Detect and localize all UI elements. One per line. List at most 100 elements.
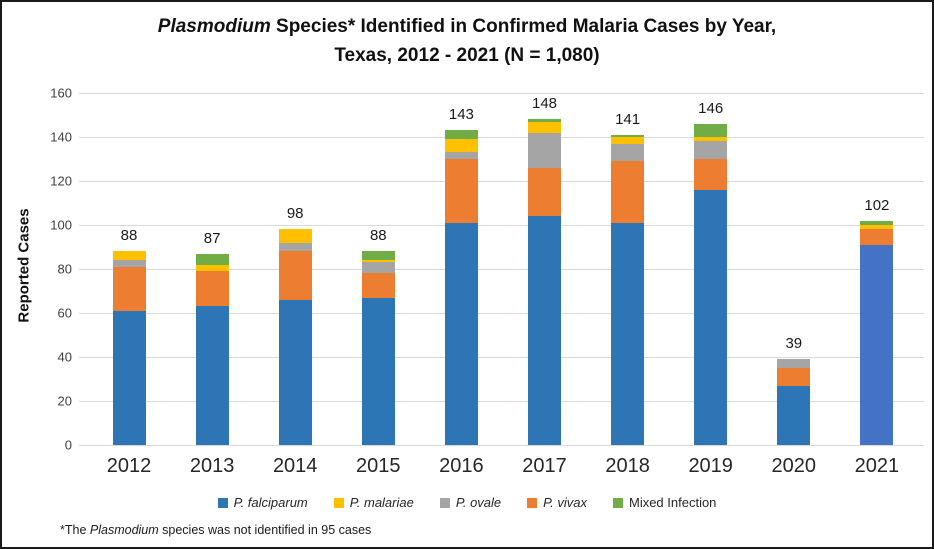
gridline-60 bbox=[79, 312, 924, 314]
chart-title-line2: Texas, 2012 - 2021 (N = 1,080) bbox=[334, 45, 600, 66]
chart-title: Plasmodium Species* Identified in Confir… bbox=[2, 12, 932, 70]
total-label-2018: 141 bbox=[615, 110, 641, 128]
plot-area: 0 20 40 60 80 100 120 140 160 88 2012 87 2013 98 2014 8… bbox=[50, 86, 924, 477]
bar-segment-p-vivax-2017 bbox=[528, 167, 561, 217]
bar-segment-p-falciparum-2017 bbox=[528, 216, 561, 445]
total-label-2015: 88 bbox=[369, 227, 387, 245]
bar-segment-p-malariae-2019 bbox=[694, 137, 728, 142]
bar-segment-p-vivax-2014 bbox=[278, 251, 312, 300]
bar-segment-p-ovale-2019 bbox=[694, 141, 728, 159]
legend: P. falciparum P. malariae P. ovale P. vivax… bbox=[2, 495, 932, 510]
y-tick-40: 40 bbox=[57, 349, 72, 365]
legend-label: Mixed Infection bbox=[628, 495, 717, 510]
total-label-2017: 148 bbox=[531, 95, 558, 113]
y-axis-title: Reported Cases bbox=[15, 208, 33, 323]
x-label-2014: 2014 bbox=[272, 455, 318, 477]
bar-segment-p-malariae-2017 bbox=[528, 121, 561, 133]
total-label-2012: 88 bbox=[120, 227, 138, 245]
bar-segment-p-ovale-2017 bbox=[528, 132, 561, 168]
footnote-italic-species: Plasmodium bbox=[89, 523, 159, 537]
bar-segment-mixed-infection-2017 bbox=[528, 119, 561, 122]
bar-segment-p-malariae-2012 bbox=[112, 251, 146, 261]
x-label-2017: 2017 bbox=[522, 455, 567, 477]
bar-segment-p-falciparum-2016 bbox=[444, 222, 478, 445]
bar-segment-p-malariae-2018 bbox=[611, 137, 645, 144]
bar-segment-mixed-infection-2013 bbox=[195, 253, 229, 265]
legend-swatch-icon bbox=[217, 497, 228, 508]
bar-segment-p-malariae-2013 bbox=[195, 264, 229, 272]
bar-segment-mixed-infection-2016 bbox=[444, 130, 478, 140]
gridline-100 bbox=[79, 224, 924, 226]
legend-item-p-falciparum: P. falciparum bbox=[217, 495, 308, 510]
footnote: *The Plasmodium species was not identifi… bbox=[60, 523, 372, 537]
bar-segment-p-falciparum-2015 bbox=[361, 297, 395, 445]
y-tick-80: 80 bbox=[57, 261, 72, 277]
total-label-2020: 39 bbox=[785, 335, 803, 353]
y-tick-0: 0 bbox=[64, 437, 72, 453]
bar-segment-p-ovale-2015 bbox=[361, 262, 395, 274]
bar-segment-p-falciparum-2021 bbox=[860, 244, 894, 445]
bar-segment-p-falciparum-2019 bbox=[694, 189, 728, 445]
bar-segment-mixed-infection-2019 bbox=[694, 123, 728, 137]
gridline-0 bbox=[79, 444, 924, 446]
legend-swatch-icon bbox=[527, 497, 538, 508]
gridline-80 bbox=[79, 268, 924, 270]
x-label-2013: 2013 bbox=[189, 455, 235, 477]
bar-segment-p-malariae-2014 bbox=[278, 229, 312, 243]
bar-segment-p-ovale-2012 bbox=[112, 260, 146, 267]
total-label-2013: 87 bbox=[203, 229, 221, 247]
legend-swatch-icon bbox=[439, 497, 450, 508]
legend-label: P. falciparum bbox=[233, 495, 308, 510]
bar-segment-p-vivax-2016 bbox=[444, 159, 478, 223]
gridline-40 bbox=[79, 356, 924, 358]
x-label-2012: 2012 bbox=[106, 455, 152, 477]
bar-segment-p-malariae-2016 bbox=[444, 139, 478, 153]
gridline-20 bbox=[79, 400, 924, 402]
bar-segment-p-falciparum-2013 bbox=[195, 306, 229, 445]
chart-title-line1: Plasmodium Species* Identified in Confir… bbox=[157, 16, 777, 37]
legend-item-p-vivax: P. vivax bbox=[527, 495, 587, 510]
bar-segment-p-falciparum-2018 bbox=[611, 222, 645, 445]
y-tick-100: 100 bbox=[50, 217, 72, 233]
bar-segment-p-falciparum-2020 bbox=[777, 385, 811, 445]
legend-item-mixed-infection: Mixed Infection bbox=[612, 495, 717, 510]
legend-item-p-malariae: P. malariae bbox=[333, 495, 414, 510]
y-tick-140: 140 bbox=[50, 129, 72, 145]
x-label-2021: 2021 bbox=[854, 455, 900, 477]
legend-label: P. vivax bbox=[543, 495, 587, 510]
bar-segment-p-malariae-2021 bbox=[860, 225, 894, 230]
gridline-140 bbox=[79, 136, 924, 138]
y-tick-120: 120 bbox=[50, 173, 72, 189]
x-label-2018: 2018 bbox=[605, 455, 650, 477]
legend-swatch-icon bbox=[333, 497, 344, 508]
gridline-160 bbox=[79, 92, 924, 94]
total-label-2019: 146 bbox=[698, 99, 724, 117]
legend-swatch-icon bbox=[612, 497, 623, 508]
bar-segment-p-malariae-2015 bbox=[361, 260, 395, 263]
bar-segment-mixed-infection-2018 bbox=[611, 134, 645, 137]
x-label-2016: 2016 bbox=[439, 455, 484, 477]
bar-segment-p-ovale-2020 bbox=[777, 359, 811, 368]
bar-segment-mixed-infection-2021 bbox=[860, 220, 894, 225]
total-label-2016: 143 bbox=[448, 106, 474, 124]
bar-segment-p-ovale-2016 bbox=[444, 152, 478, 159]
bar-segment-p-ovale-2014 bbox=[278, 242, 312, 252]
x-label-2015: 2015 bbox=[356, 455, 401, 477]
bar-segment-p-vivax-2021 bbox=[860, 229, 894, 245]
total-label-2021: 102 bbox=[864, 196, 890, 214]
bar-segment-p-falciparum-2012 bbox=[112, 310, 146, 445]
legend-label: P. malariae bbox=[349, 495, 414, 510]
bar-segment-p-vivax-2020 bbox=[777, 368, 811, 386]
bar-segment-p-vivax-2019 bbox=[694, 159, 728, 190]
legend-item-p-ovale: P. ovale bbox=[439, 495, 501, 510]
bar-segment-p-vivax-2012 bbox=[112, 266, 146, 311]
bar-segment-p-vivax-2018 bbox=[611, 161, 645, 223]
x-label-2020: 2020 bbox=[771, 455, 817, 477]
y-tick-160: 160 bbox=[50, 85, 72, 101]
gridline-120 bbox=[79, 180, 924, 182]
x-label-2019: 2019 bbox=[688, 455, 733, 477]
bar-segment-p-vivax-2015 bbox=[361, 273, 395, 298]
total-label-2014: 98 bbox=[286, 205, 304, 223]
title-italic-species: Plasmodium bbox=[157, 16, 271, 37]
